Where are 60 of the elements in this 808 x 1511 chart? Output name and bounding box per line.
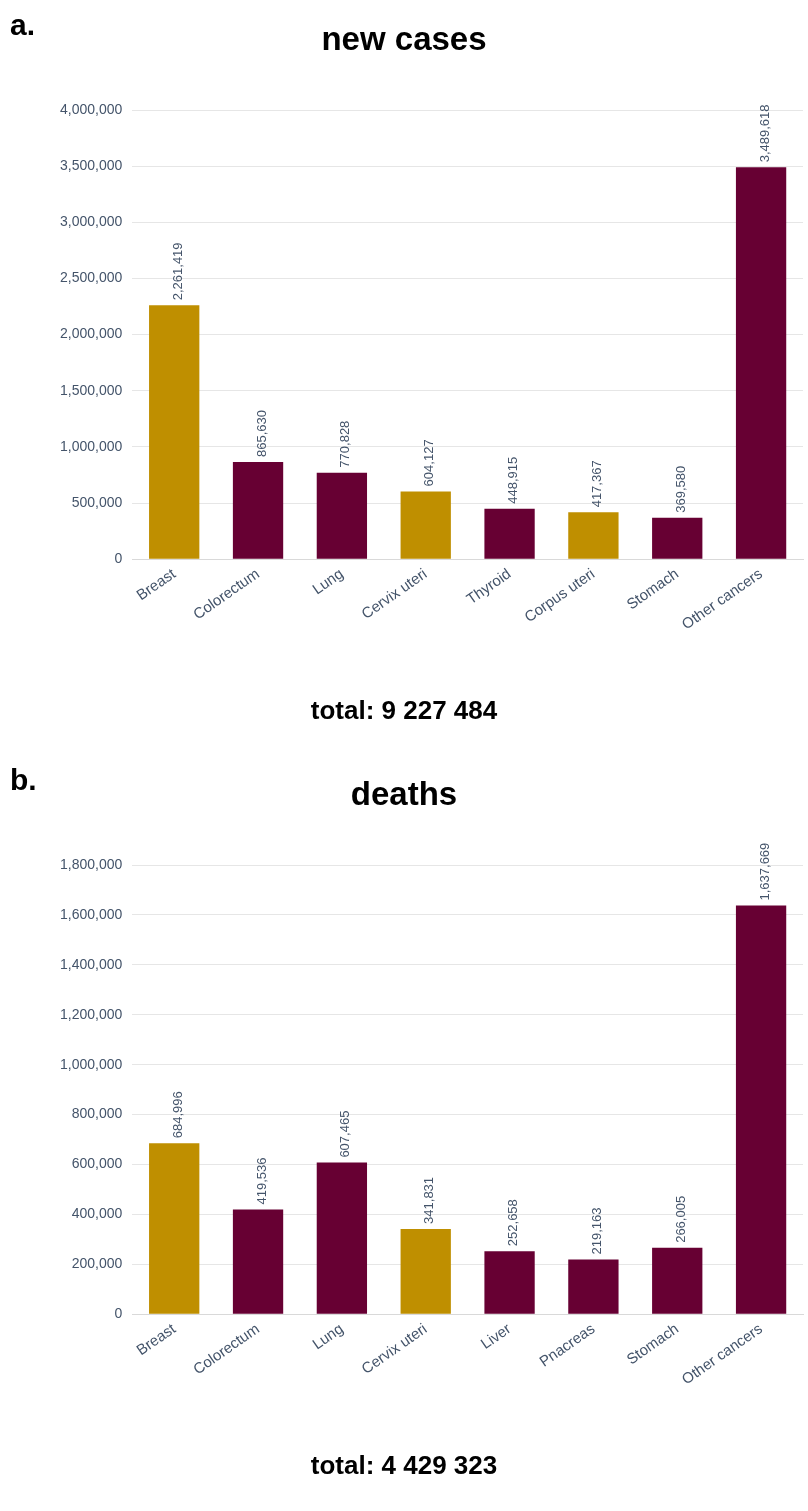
- bar: [568, 1259, 619, 1314]
- data-label: 1,637,669: [756, 842, 772, 901]
- text: total: 9 227 484: [309, 695, 499, 726]
- bar: [232, 1209, 284, 1314]
- bar: [316, 472, 368, 559]
- y-tick-label: 0: [114, 1305, 123, 1322]
- y-tick-label: 1,200,000: [59, 1005, 123, 1022]
- y-tick-label: 800,000: [71, 1105, 123, 1122]
- y-tick-label: 500,000: [71, 493, 123, 510]
- chart-title: deaths: [350, 775, 458, 812]
- y-tick-label: 1,000,000: [59, 1055, 123, 1072]
- y-tick-label: 400,000: [71, 1205, 123, 1222]
- bar: [484, 508, 535, 559]
- text: a.: [10, 8, 36, 42]
- data-label: 252,658: [505, 1199, 521, 1247]
- data-label: 341,831: [421, 1176, 437, 1224]
- text: total: 4 429 323: [309, 1450, 499, 1481]
- data-label: 607,465: [337, 1110, 353, 1158]
- bar: [735, 167, 787, 559]
- y-tick-label: 2,000,000: [59, 325, 123, 342]
- bar: [316, 1162, 368, 1314]
- data-label: 770,828: [337, 420, 353, 468]
- bar: [149, 305, 200, 559]
- y-tick-label: 600,000: [71, 1155, 123, 1172]
- data-label: 684,996: [169, 1091, 185, 1139]
- bar: [400, 1228, 451, 1314]
- bar: [652, 517, 703, 559]
- bar: [232, 462, 284, 559]
- data-label: 369,580: [672, 465, 688, 513]
- data-label: 417,367: [588, 460, 604, 508]
- bar: [735, 905, 787, 1314]
- y-tick-label: 1,800,000: [59, 855, 123, 872]
- bar: [484, 1251, 535, 1314]
- y-tick-label: 4,000,000: [59, 100, 123, 117]
- y-tick-label: 1,600,000: [59, 905, 123, 922]
- data-label: 604,127: [421, 439, 437, 487]
- y-tick-label: 200,000: [71, 1255, 123, 1272]
- data-label: 419,536: [253, 1157, 269, 1205]
- bar: [652, 1247, 703, 1314]
- data-label: 2,261,419: [169, 242, 185, 301]
- data-label: 448,915: [505, 456, 521, 504]
- data-label: 3,489,618: [756, 104, 772, 163]
- y-tick-label: 0: [114, 550, 123, 567]
- data-label: 865,630: [253, 410, 269, 458]
- x-tick-label: Lung: [308, 564, 346, 598]
- y-tick-label: 1,400,000: [59, 955, 123, 972]
- y-tick-label: 1,500,000: [59, 381, 123, 398]
- y-tick-label: 3,500,000: [59, 157, 123, 174]
- chart-title: new cases: [321, 20, 487, 57]
- bar: [400, 491, 451, 559]
- data-label: 219,163: [588, 1207, 604, 1255]
- x-tick-label: Lung: [308, 1319, 346, 1353]
- y-tick-label: 1,000,000: [59, 437, 123, 454]
- data-label: 266,005: [672, 1195, 688, 1243]
- y-tick-label: 2,500,000: [59, 269, 123, 286]
- x-tick-label: Liver: [477, 1319, 514, 1353]
- bar: [149, 1143, 200, 1314]
- bar: [568, 512, 619, 559]
- text: b.: [10, 763, 37, 797]
- y-tick-label: 3,000,000: [59, 213, 123, 230]
